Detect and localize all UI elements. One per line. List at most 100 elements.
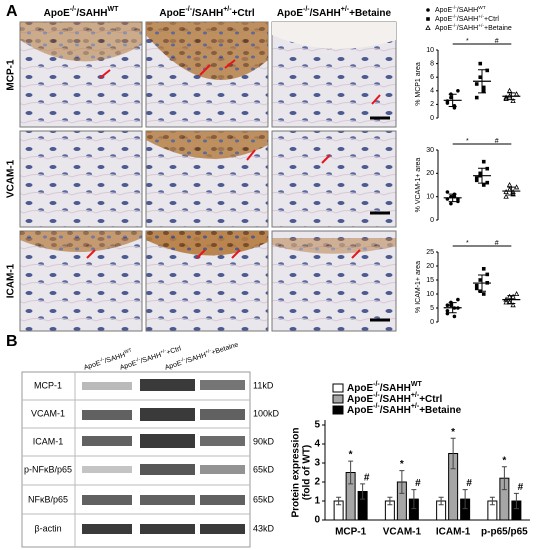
column-header-part: +/- [223, 6, 232, 13]
blot-size: 11kD [253, 380, 274, 390]
legend-label-part: +/- [478, 14, 484, 20]
significance: # [466, 478, 472, 489]
lane-header-part: -/- [135, 356, 142, 363]
legend-label-part: ApoE [435, 7, 452, 14]
y-tick-label: 8 [430, 60, 434, 67]
blot-name: β-actin [34, 523, 61, 533]
column-header-part: ApoE [44, 8, 70, 19]
point [478, 61, 483, 66]
legend-label: ApoE-/-/SAHHWT [347, 381, 422, 393]
column-header-part: ApoE [277, 8, 303, 19]
point [510, 293, 516, 299]
significance: * [400, 459, 404, 470]
column-header: ApoE-/-/SAHH+/-+Ctrl [159, 6, 255, 18]
point [445, 101, 450, 105]
significance: * [502, 455, 506, 466]
y-tick-label: 0 [314, 515, 320, 526]
point [503, 193, 509, 199]
error-bar [399, 470, 405, 494]
significance: # [495, 38, 499, 45]
point [449, 201, 453, 206]
sd-bar [478, 167, 486, 184]
y-tick-label: 1 [314, 496, 320, 507]
legend-swatch [332, 394, 344, 404]
error-bar [438, 496, 444, 506]
legend-label-part: WT [411, 381, 423, 388]
error-bar [450, 437, 456, 470]
sd-bar [478, 69, 486, 94]
point [481, 267, 486, 271]
point [510, 97, 516, 103]
column-header-part: ApoE [159, 8, 185, 19]
legend-label-part: -/- [452, 14, 457, 20]
micrographs [19, 21, 397, 332]
blot-size: 65kD [253, 464, 275, 474]
y-tick-label: 2 [314, 477, 320, 488]
point [510, 191, 516, 197]
legend-label-part: /SAHH [380, 383, 411, 394]
legend-label-part: ApoE [347, 405, 373, 416]
error-bar [387, 496, 393, 506]
point [445, 309, 450, 313]
row-label: ICAM-1 [6, 263, 17, 298]
point [426, 8, 430, 12]
legend-label: ApoE-/-/SAHH+/-+Betaine [435, 23, 512, 32]
panel-label: B [6, 333, 18, 350]
y-tick-label: 4 [430, 88, 434, 95]
point [474, 178, 479, 183]
legend-label-part: -/- [373, 403, 380, 410]
y-tick-label: 0 [430, 115, 434, 122]
lane-header-part: /SAHH [185, 352, 208, 365]
legend-label-part: +Betaine [419, 405, 461, 416]
y-tick-label: 20 [426, 170, 434, 177]
legend-label-part: /SAHH [457, 7, 478, 14]
legend-label-part: -/- [452, 23, 457, 29]
legend-label-part: WT [478, 5, 486, 11]
lane-header-part: +/- [159, 348, 167, 356]
blot-name: ICAM-1 [33, 436, 64, 446]
significance: # [518, 482, 524, 493]
legend-label-part: -/- [452, 5, 457, 11]
sd-bar [448, 302, 457, 314]
column-header-part: -/- [303, 6, 310, 13]
y-axis-label: Protein expression [291, 427, 302, 517]
point [478, 75, 483, 79]
lane-header-part: /SAHH [140, 352, 163, 365]
point [474, 95, 479, 100]
point [474, 283, 479, 288]
point [485, 166, 490, 171]
error-bar [489, 496, 495, 506]
legend-label-part: +Ctrl [419, 394, 442, 405]
point [510, 188, 516, 194]
legend-label: ApoE-/-/SAHH+/-+Betaine [347, 403, 462, 415]
significance: # [415, 478, 421, 489]
blot-size: 90kD [253, 436, 275, 446]
x-tick-label: p-p65/p65 [481, 527, 528, 538]
lane-header-part: WT [123, 347, 132, 355]
point [481, 89, 486, 93]
blot-name: p-NFκB/p65 [24, 464, 72, 474]
y-tick-label: 6 [430, 74, 434, 81]
significance: * [466, 38, 469, 45]
legend-label: ApoE-/-/SAHH+/-+Ctrl [347, 392, 443, 404]
point [506, 293, 513, 299]
point [506, 87, 513, 93]
significance: * [466, 240, 469, 247]
legend-label: ApoE-/-/SAHHWT [435, 5, 486, 14]
column-header: ApoE-/-/SAHHWT [44, 6, 119, 18]
blot-name: NFκB/p65 [28, 494, 68, 504]
point [474, 286, 479, 291]
error-bar [336, 496, 342, 506]
lane-header-part: +Betaine [211, 341, 240, 356]
legend-label-part: /SAHH [457, 16, 478, 23]
blot-name: MCP-1 [34, 380, 62, 390]
blot-size: 43kD [253, 523, 275, 533]
point [452, 314, 457, 319]
column-header-part: +Ctrl [232, 8, 255, 19]
x-tick-label: VCAM-1 [383, 527, 422, 538]
y-tick-label: 30 [426, 147, 434, 154]
point [426, 17, 430, 21]
point [449, 303, 453, 308]
error-bar [513, 492, 519, 510]
point [481, 292, 486, 296]
